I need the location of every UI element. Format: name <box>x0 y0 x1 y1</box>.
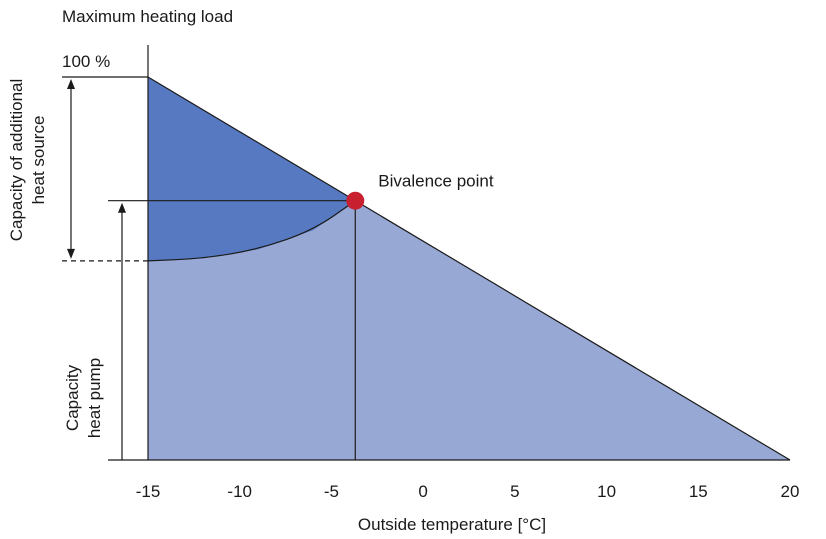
y-label-additional-line2: heat source <box>29 116 48 205</box>
chart-title: Maximum heating load <box>62 7 233 26</box>
arrow-head <box>67 79 75 89</box>
additional-heat-source-arrow <box>67 79 75 259</box>
x-tick-label: -15 <box>136 482 161 501</box>
x-tick-label: -5 <box>324 482 339 501</box>
arrow-head <box>118 202 126 213</box>
y-label-additional-line1: Capacity of additional <box>7 79 26 242</box>
x-tick-labels: -15 -10 -5 0 5 10 15 20 <box>136 482 800 501</box>
heat-pump-curve <box>147 200 356 262</box>
arrow-head <box>67 248 75 259</box>
y-tick-label-100: 100 % <box>62 52 110 71</box>
x-tick-label: -10 <box>227 482 252 501</box>
heating-load-line <box>147 76 791 461</box>
additional-heat-source-area <box>148 77 356 261</box>
x-tick-label: 20 <box>781 482 800 501</box>
y-label-heatpump-line1: Capacity <box>63 364 82 431</box>
x-tick-label: 10 <box>597 482 616 501</box>
x-axis-label: Outside temperature [°C] <box>358 515 546 534</box>
x-tick-label: 0 <box>418 482 427 501</box>
bivalence-point-marker <box>346 191 365 210</box>
bivalence-point-label: Bivalence point <box>378 172 494 191</box>
y-label-heatpump-line2: heat pump <box>85 358 104 438</box>
heat-pump-arrow <box>118 202 126 460</box>
x-tick-label: 5 <box>510 482 519 501</box>
x-tick-label: 15 <box>689 482 708 501</box>
